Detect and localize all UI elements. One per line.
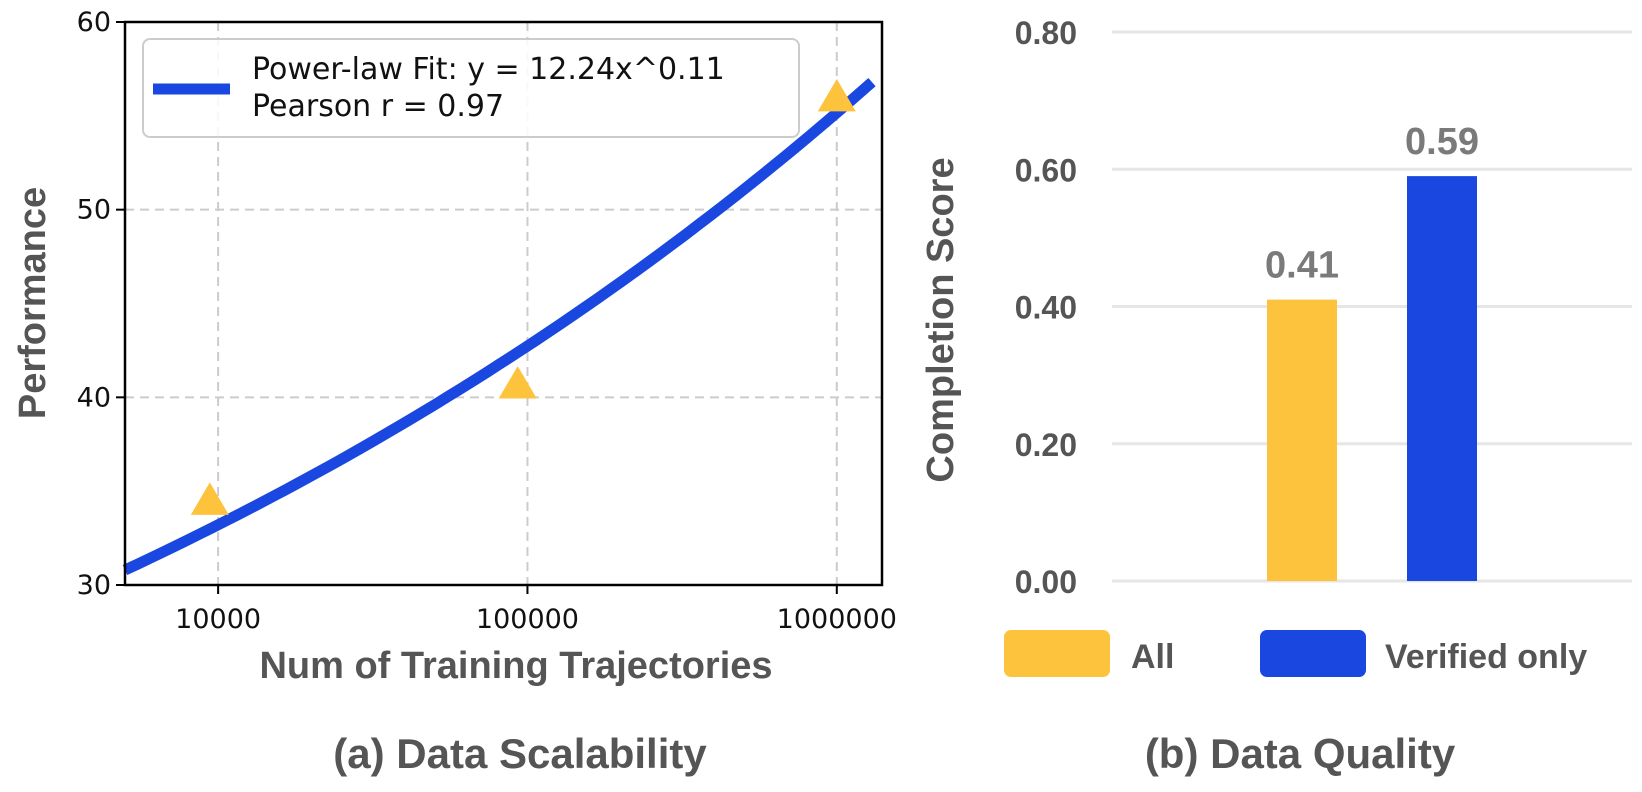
legend-swatch xyxy=(1260,630,1366,677)
data-point xyxy=(498,366,537,399)
legend-swatch xyxy=(1004,630,1110,677)
plot-frame xyxy=(123,20,884,587)
y-tick-label: 0.60 xyxy=(1015,152,1077,188)
y-tick-label: 60 xyxy=(77,7,111,38)
scalability-chart: 30 40 50 60 10000 100000 1000000 Power-law Fi… xyxy=(12,7,897,777)
x-axis-title: Num of Training Trajectories xyxy=(259,645,772,687)
x-tick-label: 1000000 xyxy=(777,604,897,635)
y-tick-label: 0.00 xyxy=(1015,564,1077,600)
fit-line xyxy=(122,77,876,575)
legend-fit-label: Power-law Fit: y = 12.24x^0.11 xyxy=(252,52,725,87)
y-tick-label: 0.20 xyxy=(1015,427,1077,463)
bar-value-label: 0.59 xyxy=(1405,121,1479,163)
legend-box xyxy=(142,38,800,138)
caption-a: (a) Data Scalability xyxy=(333,730,707,777)
x-tick-label: 10000 xyxy=(175,604,261,635)
data-point xyxy=(190,482,229,515)
bar-value-label: 0.41 xyxy=(1265,245,1339,287)
y-tick-label: 30 xyxy=(77,570,111,601)
data-point xyxy=(817,78,856,112)
y-tick-label: 0.40 xyxy=(1015,290,1077,326)
y-tick-label: 40 xyxy=(77,382,111,413)
legend-label: Verified only xyxy=(1385,638,1587,676)
y-tick-label: 50 xyxy=(77,195,111,226)
y-axis-title: Completion Score xyxy=(920,157,962,482)
y-tick-label: 0.80 xyxy=(1015,15,1077,51)
caption-b: (b) Data Quality xyxy=(1145,730,1456,777)
bar-all xyxy=(1267,299,1337,581)
legend: All Verified only xyxy=(1004,630,1587,677)
legend: Power-law Fit: y = 12.24x^0.11 Pearson r… xyxy=(142,38,800,138)
bar-verified-only xyxy=(1407,176,1477,582)
quality-chart: 0.00 0.20 0.40 0.60 0.80 0.41 0.59 Completion… xyxy=(920,15,1632,777)
legend-pearson-label: Pearson r = 0.97 xyxy=(252,89,504,124)
legend-label: All xyxy=(1131,638,1174,676)
x-tick-label: 100000 xyxy=(476,604,579,635)
y-axis-title: Performance xyxy=(12,187,54,419)
